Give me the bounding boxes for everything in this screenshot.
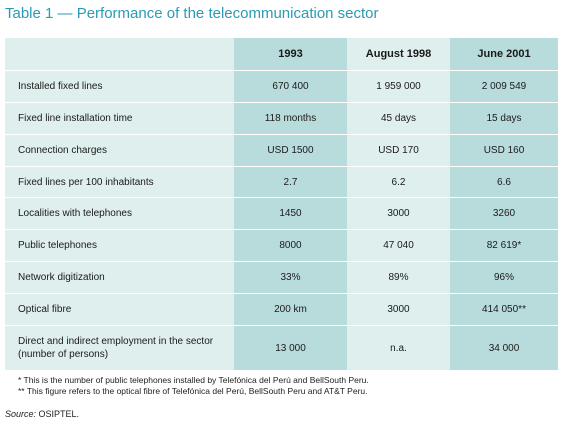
row-label: Public telephones [18, 240, 97, 251]
cell-june-2001: 15 days [486, 113, 522, 124]
cell-june-2001: USD 160 [483, 145, 525, 156]
cell-august-1998: 3000 [387, 304, 410, 315]
row-label: Connection charges [18, 145, 107, 156]
source-label: Source: [5, 409, 37, 419]
row-separator [5, 229, 558, 230]
footnote: * This is the number of public telephone… [18, 375, 369, 385]
row-separator [5, 261, 558, 262]
cell-1993: 1450 [279, 208, 302, 219]
footnotes: * This is the number of public telephone… [5, 370, 558, 402]
row-label: Installed fixed lines [18, 81, 103, 92]
cell-1993: 670 400 [272, 81, 309, 92]
row-separator [5, 325, 558, 326]
row-label: Fixed line installation time [18, 113, 133, 124]
row-separator [5, 70, 558, 71]
cell-june-2001: 82 619* [486, 240, 522, 251]
table-row: Localities with telephones 1450 3000 326… [5, 198, 558, 229]
column-shade-june-2001 [450, 38, 558, 370]
cell-august-1998: 89% [388, 272, 409, 283]
cell-june-2001: 34 000 [488, 342, 520, 354]
row-separator [5, 102, 558, 103]
table-row: Optical fibre 200 km 3000 414 050** [5, 294, 558, 325]
cell-august-1998: USD 170 [378, 145, 419, 156]
cell-1993: 118 months [264, 113, 317, 124]
column-header-june-2001: June 2001 [477, 48, 531, 60]
cell-june-2001: 414 050** [482, 304, 526, 315]
cell-june-2001: 2 009 549 [481, 81, 527, 92]
table-row: Connection charges USD 1500 USD 170 USD … [5, 135, 558, 166]
table-row: Fixed line installation time 118 months … [5, 103, 558, 134]
table-title: Table 1 — Performance of the telecommuni… [5, 5, 379, 22]
row-label: Fixed lines per 100 inhabitants [18, 176, 154, 188]
column-header-august-1998: August 1998 [365, 48, 432, 60]
table-row: Direct and indirect employment in the se… [5, 326, 558, 370]
source-text: OSIPTEL. [36, 409, 80, 419]
row-label: Network digitization [18, 272, 105, 283]
table-row: Network digitization 33% 89% 96% [5, 262, 558, 293]
cell-1993: 2.7 [283, 176, 298, 188]
row-separator [5, 197, 558, 198]
column-header-1993: 1993 [278, 48, 303, 60]
cell-august-1998: 45 days [380, 113, 417, 124]
cell-june-2001: 3260 [492, 208, 516, 219]
row-label: Optical fibre [18, 304, 72, 315]
source-note: Source: OSIPTEL. [5, 409, 79, 419]
cell-1993: 33% [280, 272, 301, 283]
cell-1993: USD 1500 [267, 145, 314, 156]
row-label: Direct and indirect employment in the se… [18, 336, 214, 360]
cell-1993: 200 km [274, 304, 307, 315]
table-row: Public telephones 8000 47 040 82 619* [5, 230, 558, 261]
row-separator [5, 166, 558, 167]
table-row: Installed fixed lines 670 400 1 959 000 … [5, 71, 558, 102]
cell-august-1998: 3000 [387, 208, 410, 219]
table-row: Fixed lines per 100 inhabitants 2.7 6.2 … [5, 167, 558, 197]
row-label: Localities with telephones [18, 208, 132, 219]
cell-june-2001: 6.6 [497, 176, 511, 188]
cell-august-1998: 47 040 [383, 240, 414, 251]
cell-1993: 13 000 [275, 342, 306, 354]
cell-august-1998: 1 959 000 [376, 81, 421, 92]
cell-august-1998: 6.2 [391, 176, 406, 188]
cell-1993: 8000 [279, 240, 302, 251]
cell-august-1998: n.a. [390, 342, 407, 354]
column-shade-1993 [234, 38, 347, 370]
cell-june-2001: 96% [493, 272, 514, 283]
performance-table: 1993 August 1998 June 2001 Installed fix… [5, 38, 558, 370]
row-separator [5, 134, 558, 135]
row-separator [5, 293, 558, 294]
footnote: ** This figure refers to the optical fib… [18, 386, 368, 396]
